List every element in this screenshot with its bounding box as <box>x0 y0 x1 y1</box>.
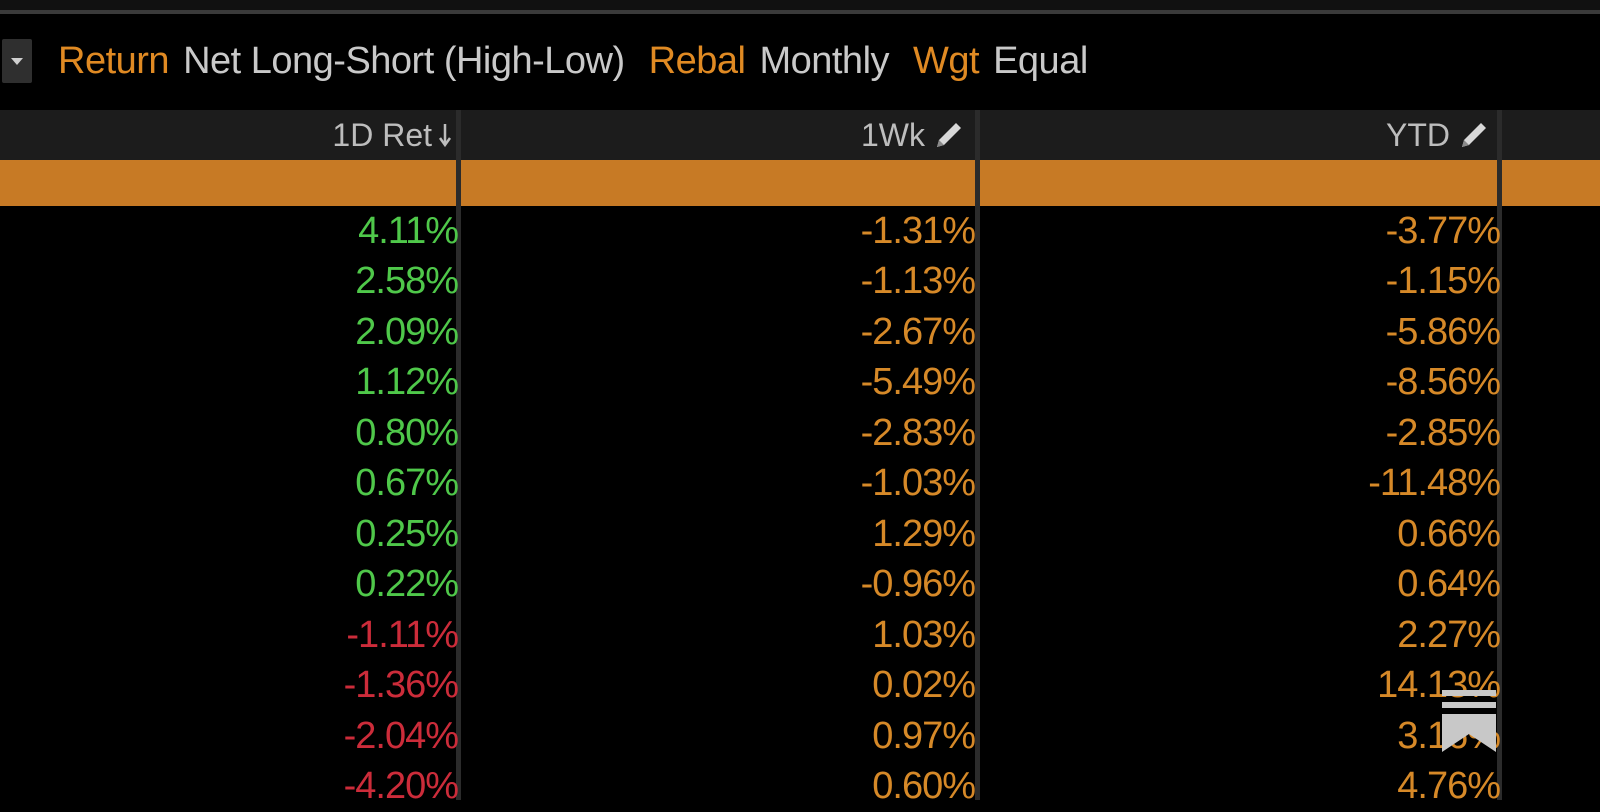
cell-1wk: -0.96% <box>463 560 975 610</box>
cell-1d-ret: -1.11% <box>0 610 458 660</box>
chevron-down-icon[interactable] <box>2 39 32 83</box>
cell-ytd: 0.64% <box>980 560 1500 610</box>
column-header-1wk[interactable]: 1Wk <box>463 110 975 160</box>
table-row[interactable]: -1.36%0.02%14.13% <box>0 661 1600 712</box>
cell-ytd: 14.13% <box>980 661 1500 711</box>
cell-ytd: -3.77% <box>980 206 1500 256</box>
column-header-label: YTD <box>1386 117 1450 154</box>
pencil-icon[interactable] <box>931 117 967 153</box>
cell-1wk: 0.97% <box>463 711 975 761</box>
cell-1d-ret: -1.36% <box>0 661 458 711</box>
cell-1d-ret: 0.80% <box>0 408 458 458</box>
cell-1d-ret: -2.04% <box>0 711 458 761</box>
table-body: 4.11%-1.31%-3.77%2.58%-1.13%-1.15%2.09%-… <box>0 206 1600 812</box>
wgt-value[interactable]: Equal <box>993 40 1088 83</box>
cell-1wk: -2.67% <box>463 307 975 357</box>
cell-1d-ret: 4.11% <box>0 206 458 256</box>
column-header-label: 1Wk <box>861 117 925 154</box>
cell-1wk: -1.13% <box>463 257 975 307</box>
cell-ytd: -2.85% <box>980 408 1500 458</box>
table-row[interactable]: 0.25%1.29%0.66% <box>0 509 1600 560</box>
cell-1d-ret: 2.09% <box>0 307 458 357</box>
column-header-1d-ret[interactable]: 1D Ret <box>0 110 458 160</box>
table-header: 1D Ret 1Wk YTD <box>0 110 1600 160</box>
cell-ytd: -1.15% <box>980 257 1500 307</box>
cell-ytd: 3.16% <box>980 711 1500 761</box>
cell-1wk: -1.03% <box>463 459 975 509</box>
table-row[interactable]: -1.11%1.03%2.27% <box>0 610 1600 661</box>
cell-1d-ret: 2.58% <box>0 257 458 307</box>
cell-ytd: 2.27% <box>980 610 1500 660</box>
table-row[interactable]: 4.11%-1.31%-3.77% <box>0 206 1600 257</box>
cell-1wk: -2.83% <box>463 408 975 458</box>
table-row[interactable]: 0.80%-2.83%-2.85% <box>0 408 1600 459</box>
return-value[interactable]: Net Long-Short (High-Low) <box>183 40 625 83</box>
sort-down-arrow-icon[interactable] <box>438 122 452 148</box>
table-row[interactable]: 2.58%-1.13%-1.15% <box>0 257 1600 308</box>
table-row[interactable]: 0.67%-1.03%-11.48% <box>0 459 1600 510</box>
cell-1wk: -5.49% <box>463 358 975 408</box>
cell-1wk: -1.31% <box>463 206 975 256</box>
cell-1d-ret: 0.67% <box>0 459 458 509</box>
cell-ytd: 4.76% <box>980 762 1500 812</box>
cell-1wk: 1.03% <box>463 610 975 660</box>
bookmark-menu-icon[interactable] <box>1440 688 1498 754</box>
column-header-label: 1D Ret <box>332 117 432 154</box>
cell-1wk: 0.02% <box>463 661 975 711</box>
cell-1wk: 1.29% <box>463 509 975 559</box>
cell-1d-ret: -4.20% <box>0 762 458 812</box>
cell-ytd: -5.86% <box>980 307 1500 357</box>
filter-bar: Return Net Long-Short (High-Low) Rebal M… <box>0 30 1600 92</box>
table-row[interactable]: 0.22%-0.96%0.64% <box>0 560 1600 611</box>
highlight-band <box>0 160 1600 206</box>
cell-ytd: -8.56% <box>980 358 1500 408</box>
rebal-value[interactable]: Monthly <box>759 40 889 83</box>
rebal-label: Rebal <box>649 40 746 83</box>
table-row[interactable]: -4.20%0.60%4.76% <box>0 762 1600 812</box>
cell-ytd: -11.48% <box>980 459 1500 509</box>
cell-1d-ret: 0.22% <box>0 560 458 610</box>
return-label: Return <box>58 40 169 83</box>
cell-1d-ret: 0.25% <box>0 509 458 559</box>
cell-1d-ret: 1.12% <box>0 358 458 408</box>
cell-ytd: 0.66% <box>980 509 1500 559</box>
wgt-label: Wgt <box>913 40 979 83</box>
top-divider <box>0 0 1600 14</box>
pencil-icon[interactable] <box>1456 117 1492 153</box>
table-row[interactable]: 1.12%-5.49%-8.56% <box>0 358 1600 409</box>
cell-1wk: 0.60% <box>463 762 975 812</box>
table-row[interactable]: 2.09%-2.67%-5.86% <box>0 307 1600 358</box>
table-row[interactable]: -2.04%0.97%3.16% <box>0 711 1600 762</box>
column-header-ytd[interactable]: YTD <box>980 110 1500 160</box>
